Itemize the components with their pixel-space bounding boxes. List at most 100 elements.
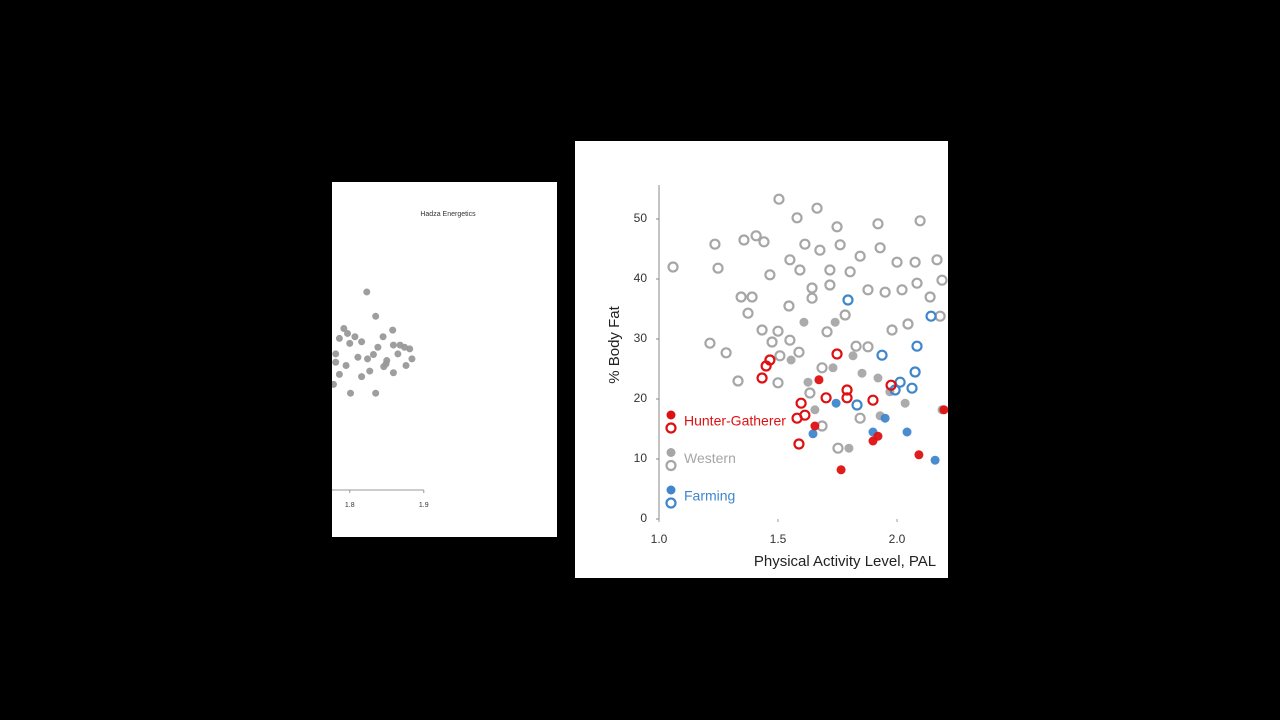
data-point [924,291,936,303]
data-point [760,360,772,372]
y-tick-label: 0 [640,511,647,525]
data-point [808,429,818,439]
data-point [347,389,355,397]
data-point [389,326,397,334]
data-point [851,399,863,411]
data-point [346,339,354,347]
data-point [794,264,806,276]
data-point [834,239,846,251]
data-point [784,334,796,346]
data-point [931,254,943,266]
legend-label: Western [684,450,736,466]
data-point [332,358,340,366]
right-panel [575,141,948,578]
data-point [354,353,362,361]
data-point [828,363,838,373]
data-point [873,373,883,383]
data-point [408,355,416,363]
data-point [911,277,923,289]
data-point [364,355,372,363]
data-point [784,254,796,266]
data-point [720,347,732,359]
data-point [821,326,833,338]
data-point [369,350,377,358]
data-point [774,350,786,362]
data-point [793,346,805,358]
data-point [844,443,854,453]
data-point [791,412,803,424]
data-point [363,288,371,296]
data-point [402,362,410,370]
data-point [340,324,348,332]
x-tick-label: 1.9 [419,502,429,509]
data-point [830,317,840,327]
data-point [791,212,803,224]
data-point [389,369,397,377]
data-point [667,261,679,273]
data-point [814,375,824,385]
data-point [806,292,818,304]
data-point [764,269,776,281]
right-chart: Physical Activity Level, PAL % Body Fat 1.… [606,185,948,570]
data-point [939,405,948,415]
data-point [335,334,343,342]
data-point [906,382,918,394]
data-point [750,230,762,242]
data-point [756,324,768,336]
data-point [909,256,921,268]
data-point [366,367,374,375]
data-point [773,193,785,205]
chart-title: Hadza Energetics [420,211,476,218]
data-point [854,250,866,262]
data-point [799,238,811,250]
data-point [911,340,923,352]
data-point [332,380,337,388]
data-point [372,389,380,397]
data-point [873,431,883,441]
data-point [841,392,853,404]
data-point [379,333,387,341]
x-tick-label: 1.0 [651,532,668,546]
data-point [372,312,380,320]
data-point [880,413,890,423]
data-point [862,284,874,296]
data-point [914,215,926,227]
data-point [874,242,886,254]
data-point [842,294,854,306]
data-point [848,351,858,361]
data-point [709,238,721,250]
data-point [795,397,807,409]
data-point [862,341,874,353]
y-axis-label: % Body Fat [606,305,623,383]
data-point [374,343,382,351]
data-point [810,421,820,431]
data-point [844,266,856,278]
data-point [876,349,888,361]
data-point [896,284,908,296]
data-point [389,341,397,349]
data-point [879,286,891,298]
data-point [358,338,366,346]
data-point [824,279,836,291]
left-chart: Hadza Energetics 1.8 1.9 [332,211,476,509]
legend-label: Farming [684,488,735,504]
data-point [335,370,343,378]
data-point [836,465,846,475]
data-point [841,384,853,396]
data-point [803,377,813,387]
data-point [342,362,350,370]
data-point [930,455,940,465]
y-tick-label: 20 [634,391,648,405]
data-point [746,291,758,303]
data-point [914,450,924,460]
data-point [783,300,795,312]
data-point [351,333,359,341]
legend-symbol [665,497,677,509]
data-point [772,325,784,337]
data-point [332,350,340,358]
data-point [831,221,843,233]
data-point [900,398,910,408]
legend-symbol [666,448,676,457]
x-tick-label: 2.0 [889,532,906,546]
